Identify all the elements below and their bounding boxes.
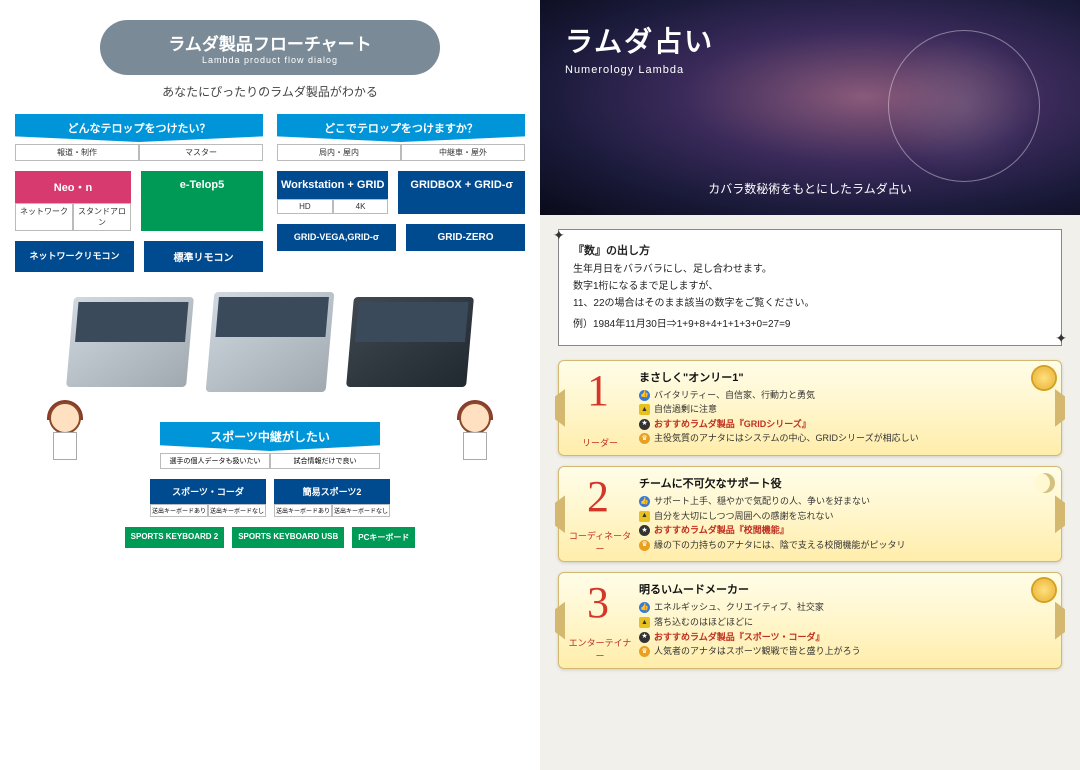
card-trait: エネルギッシュ、クリエイティブ、社交家	[654, 601, 824, 614]
instruction-title: 『数』の出し方	[573, 242, 1047, 261]
sport-header: スポーツ中継がしたい	[160, 422, 380, 451]
numerology-card-3: 3 エンターテイナー 明るいムードメーカー 👍 エネルギッシュ、クリエイティブ、社…	[558, 572, 1062, 668]
card-role: リーダー	[567, 436, 633, 449]
star-icon: ★	[639, 632, 650, 643]
instruction-line-1: 生年月日をバラバラにし、足し合わせます。	[573, 261, 1047, 278]
neon-opt-0: ネットワーク	[15, 203, 73, 231]
card-recommend: おすすめラムダ製品『スポーツ・コーダ』	[654, 631, 825, 644]
ws-opt-0: HD	[277, 199, 333, 214]
sport-product-2: 簡易スポーツ2	[274, 479, 390, 504]
flowchart-title: ラムダ製品フローチャート Lambda product flow dialog	[100, 20, 440, 75]
leaf-network-remote: ネットワークリモコン	[15, 241, 134, 272]
flow-top-row: どんなテロップをつけたい？ 報道・制作 マスター Neo・n ネットワーク スタ…	[15, 114, 525, 272]
numerology-card-2: 2 コーディネーター チームに不可欠なサポート役 👍 サポート上手、穏やかで気配り…	[558, 466, 1062, 562]
q1-opt-0: 報道・制作	[15, 144, 139, 161]
product-neon: Neo・n	[15, 171, 131, 203]
crown-icon: ♛	[639, 433, 650, 444]
card-trait: バイタリティー、自信家、行動力と勇気	[654, 389, 815, 402]
product-etelop: e-Telop5	[141, 171, 263, 231]
sport-leaf-2: SPORTS KEYBOARD USB	[232, 527, 344, 548]
star-icon: ★	[639, 419, 650, 430]
card-title: まさしく"オンリー1"	[639, 369, 1051, 385]
warn-icon: ▲	[639, 511, 650, 522]
q2-opt-1: 中継車・屋外	[401, 144, 525, 161]
neon-opt-1: スタンドアロン	[73, 203, 131, 231]
numerology-panel: ラムダ占い Numerology Lambda カバラ数秘術をもとにしたラムダ占…	[540, 0, 1080, 770]
thumb-icon: 👍	[639, 390, 650, 401]
numerology-title-jp: ラムダ占い	[565, 20, 1055, 60]
instruction-box: 『数』の出し方 生年月日をバラバラにし、足し合わせます。 数字1桁になるまで足し…	[558, 229, 1062, 346]
card-trait: サポート上手、穏やかで気配りの人、争いを好まない	[654, 495, 870, 508]
chibi-left-icon	[35, 402, 95, 472]
flowchart-subtitle: あなたにぴったりのラムダ製品がわかる	[15, 83, 525, 100]
warn-icon: ▲	[639, 404, 650, 415]
q2-opt-0: 局内・屋内	[277, 144, 401, 161]
leaf-zero: GRID-ZERO	[406, 224, 525, 251]
card-title: チームに不可欠なサポート役	[639, 475, 1051, 491]
flowchart-panel: ラムダ製品フローチャート Lambda product flow dialog …	[0, 0, 540, 770]
sport-opt-0: 選手の個人データも扱いたい	[160, 453, 270, 469]
sport-flow: スポーツ中継がしたい 選手の個人データも扱いたい 試合情報だけで良い スポーツ・…	[125, 422, 416, 548]
crown-icon: ♛	[639, 540, 650, 551]
flow-q2: どこでテロップをつけますか？	[277, 114, 525, 142]
instruction-example: 例）1984年11月30日⇒1+9+8+4+1+1+3+0=27=9	[573, 316, 1047, 333]
card-comment: 縁の下の力持ちのアナタには、陰で支える校閲機能がピッタリ	[654, 539, 906, 552]
product-workstation: Workstation + GRID	[277, 171, 388, 199]
product-gridbox: GRIDBOX + GRID-σ	[398, 171, 525, 214]
instruction-line-3: 11、22の場合はそのまま該当の数字をご覧ください。	[573, 295, 1047, 312]
chibi-right-icon	[445, 402, 505, 472]
thumb-icon: 👍	[639, 602, 650, 613]
numerology-subtitle: カバラ数秘術をもとにしたラムダ占い	[540, 180, 1080, 197]
card-role: エンターテイナー	[567, 636, 633, 662]
moon-icon	[1035, 473, 1055, 493]
card-number: 3	[573, 577, 623, 628]
star-icon: ★	[639, 525, 650, 536]
card-comment: 主役気質のアナタにはシステムの中心、GRIDシリーズが相応しい	[654, 432, 919, 445]
q1-opt-1: マスター	[139, 144, 263, 161]
card-recommend: おすすめラムダ製品『GRIDシリーズ』	[654, 418, 811, 431]
leaf-vega: GRID-VEGA,GRID-σ	[277, 224, 396, 251]
sport-product-1: スポーツ・コーダ	[150, 479, 266, 504]
warn-icon: ▲	[639, 617, 650, 628]
crown-icon: ♛	[639, 646, 650, 657]
card-number: 2	[573, 471, 623, 522]
title-en: Lambda product flow dialog	[130, 55, 410, 65]
card-comment: 人気者のアナタはスポーツ観戦で皆と盛り上がろう	[654, 645, 861, 658]
card-title: 明るいムードメーカー	[639, 581, 1051, 597]
sport-leaf-3: PCキーボード	[352, 527, 415, 548]
leaf-std-remote: 標準リモコン	[144, 241, 263, 272]
numerology-card-1: 1 リーダー まさしく"オンリー1" 👍 バイタリティー、自信家、行動力と勇気 ▲…	[558, 360, 1062, 456]
cosmic-header: ラムダ占い Numerology Lambda カバラ数秘術をもとにしたラムダ占…	[540, 0, 1080, 215]
ws-opt-1: 4K	[333, 199, 389, 214]
card-recommend: おすすめラムダ製品『校閲機能』	[654, 524, 789, 537]
card-warn: 自信過剰に注意	[654, 403, 717, 416]
sun-icon	[1033, 367, 1055, 389]
card-warn: 落ち込むのはほどほどに	[654, 616, 753, 629]
card-role: コーディネーター	[567, 529, 633, 555]
numerology-title-en: Numerology Lambda	[565, 64, 1055, 76]
thumb-icon: 👍	[639, 496, 650, 507]
flow-q1: どんなテロップをつけたい？	[15, 114, 263, 142]
card-number: 1	[573, 365, 623, 416]
sport-leaf-1: SPORTS KEYBOARD 2	[125, 527, 225, 548]
sun-icon	[1033, 579, 1055, 601]
sport-opt-1: 試合情報だけで良い	[270, 453, 380, 469]
card-warn: 自分を大切にしつつ周囲への感謝を忘れない	[654, 510, 833, 523]
title-jp: ラムダ製品フローチャート	[130, 30, 410, 55]
instruction-line-2: 数字1桁になるまで足しますが、	[573, 278, 1047, 295]
equipment-illustration	[15, 282, 525, 402]
